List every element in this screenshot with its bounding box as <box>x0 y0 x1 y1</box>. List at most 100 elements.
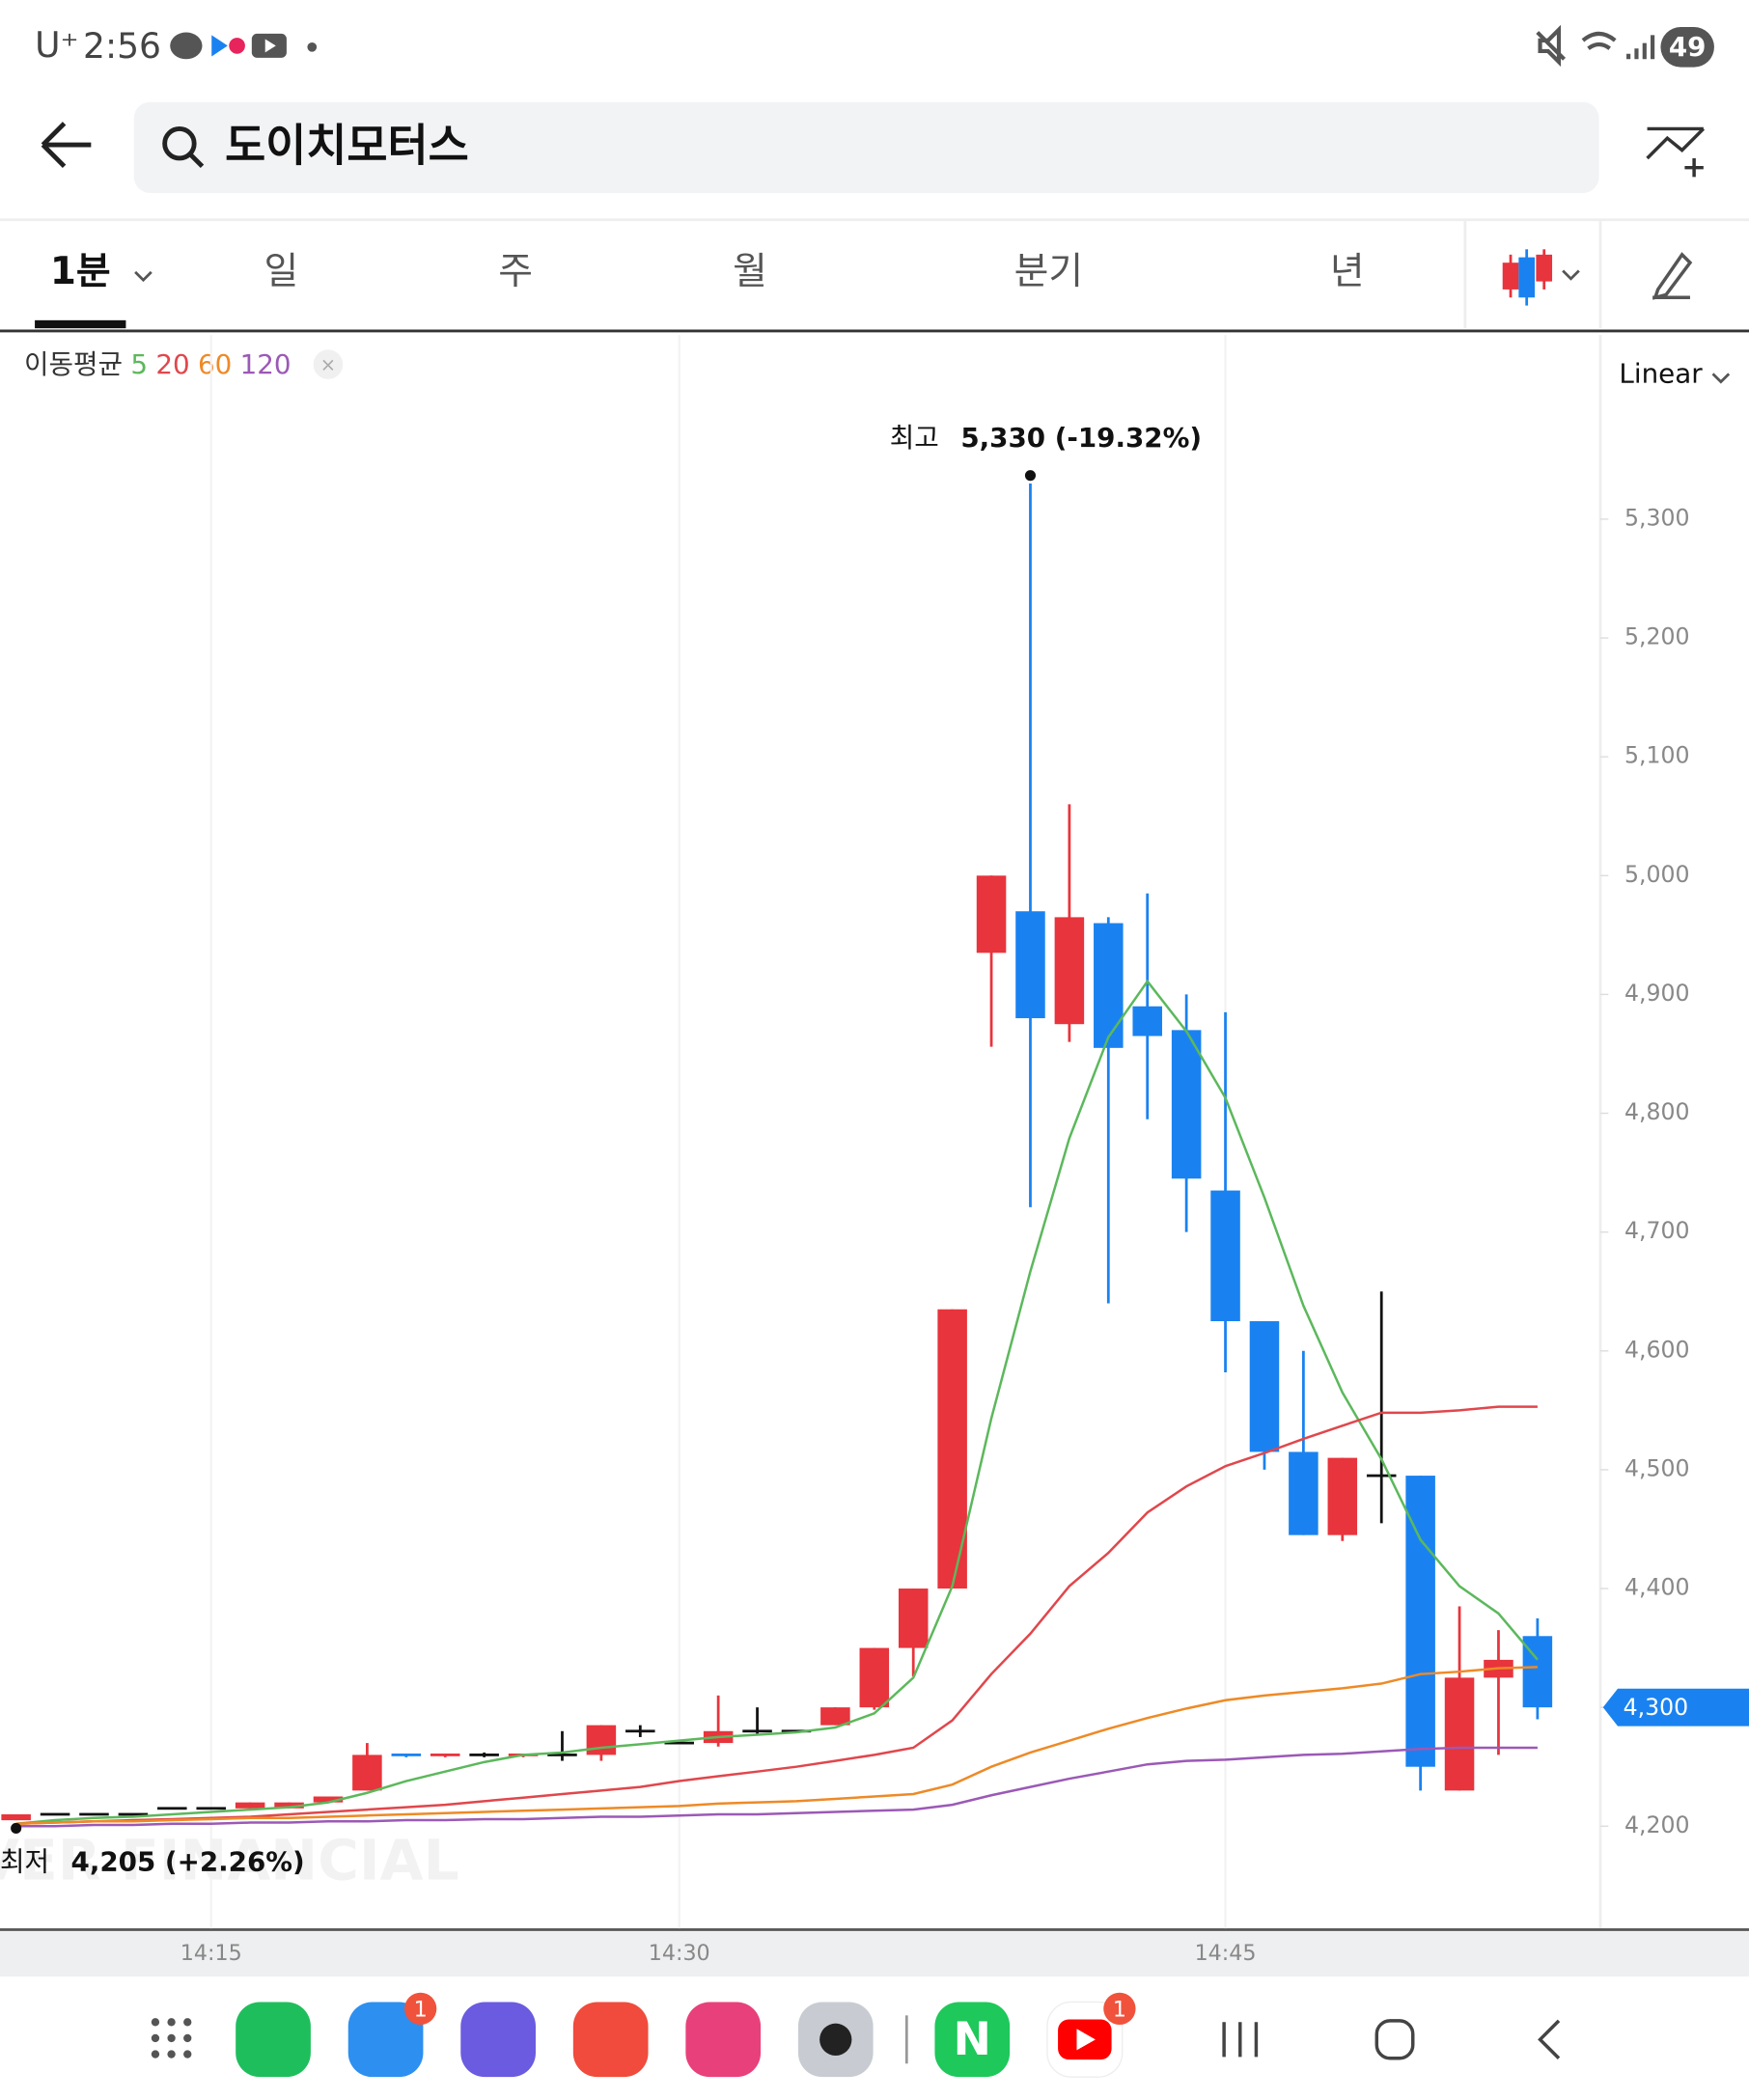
scale-mode-chevron <box>1711 373 1731 384</box>
candle-body <box>1094 923 1124 1048</box>
tab[interactable]: 분기 <box>1014 250 1083 293</box>
y-tick-label: 4,900 <box>1624 980 1690 1007</box>
candle-body <box>469 1754 499 1756</box>
legend-entry: 5 <box>130 348 148 380</box>
candle-body <box>157 1807 187 1810</box>
candle-body <box>40 1812 70 1816</box>
app-drawer[interactable] <box>151 2018 192 2059</box>
candle-body <box>625 1729 655 1733</box>
tab-underline <box>35 319 126 329</box>
y-tick-label: 5,100 <box>1624 742 1690 769</box>
y-tick-label: 5,000 <box>1624 861 1690 888</box>
ma-close-button[interactable] <box>313 349 344 379</box>
y-tick-label: 4,200 <box>1624 1811 1690 1838</box>
candle-body <box>196 1807 226 1810</box>
candle-body <box>274 1802 304 1809</box>
tab[interactable]: 주 <box>498 250 533 293</box>
tab[interactable]: 월 <box>733 250 767 293</box>
search-icon-handle <box>188 152 205 169</box>
y-tick-label: 5,200 <box>1624 623 1690 650</box>
high-label: 최고 <box>890 422 939 454</box>
tab[interactable]: 1분 <box>50 250 111 293</box>
nav-back-button[interactable] <box>1538 2019 1561 2059</box>
y-tick-label: 4,700 <box>1624 1217 1690 1244</box>
tab-chevron <box>134 270 153 283</box>
clock: 2:56 <box>83 26 161 67</box>
messages-app[interactable] <box>347 2002 424 2078</box>
candle-body <box>1 1813 31 1821</box>
draw-button[interactable] <box>1652 252 1693 300</box>
ma-legend: 이동평균 5 20 60 120 <box>24 348 292 380</box>
phone-app[interactable] <box>236 2002 311 2078</box>
candle-body <box>1015 911 1045 1019</box>
legend-entry: 20 <box>155 348 189 380</box>
dock: N 1 1 <box>151 1992 1561 2078</box>
badge-count: 1 <box>414 1997 428 2022</box>
y-tick-label: 4,600 <box>1624 1336 1690 1363</box>
x-tick-label: 14:45 <box>1195 1941 1257 1966</box>
tab-bar: 1분 일 주 월 분기 년 <box>35 250 1365 329</box>
system-icons <box>1536 24 1655 68</box>
battery-level: 49 <box>1669 31 1707 63</box>
notification-icons <box>170 32 318 60</box>
legend-entry: 60 <box>198 348 232 380</box>
candle-body <box>820 1707 850 1726</box>
candle-body <box>1405 1476 1435 1767</box>
ma-legend-label: 이동평균 <box>24 348 123 380</box>
chart-type-button[interactable] <box>1502 249 1580 306</box>
notes-app[interactable] <box>572 2002 649 2078</box>
low-label: 최저 <box>0 1846 49 1878</box>
candle-body <box>547 1754 577 1756</box>
badge <box>1103 1992 1136 2026</box>
compare-button[interactable] <box>1646 126 1706 178</box>
back-button[interactable] <box>41 122 92 169</box>
tab[interactable]: 일 <box>264 250 298 293</box>
scale-mode[interactable]: Linear <box>1619 358 1703 390</box>
candle-body <box>898 1589 929 1648</box>
legend-entry: 120 <box>240 348 292 380</box>
recents-button[interactable] <box>1222 2022 1259 2058</box>
internet-app[interactable] <box>460 2002 536 2078</box>
candle-body <box>976 875 1007 953</box>
candle-body <box>1289 1451 1319 1535</box>
candle-body <box>79 1812 109 1816</box>
low-marker <box>11 1822 22 1834</box>
gallery-app[interactable] <box>685 2002 762 2078</box>
candle-body <box>1366 1474 1397 1478</box>
candle-body <box>859 1647 890 1708</box>
youtube-play <box>1076 2029 1096 2051</box>
naver-icon: N <box>954 2013 991 2066</box>
y-tick-label: 4,500 <box>1624 1454 1690 1481</box>
watermark: NAVER FINANCIAL <box>0 1828 459 1893</box>
badge <box>404 1992 437 2026</box>
x-axis-band <box>0 1930 1749 1977</box>
candle-body <box>1249 1321 1280 1452</box>
candle-body <box>781 1729 812 1733</box>
candle-body <box>235 1802 265 1809</box>
search-icon <box>162 126 197 161</box>
candle-body <box>118 1812 149 1816</box>
search-text[interactable]: 도이치모터스 <box>225 121 469 172</box>
high-marker <box>1024 470 1037 482</box>
high-value: 5,330 (-19.32%) <box>960 422 1202 454</box>
y-tick-label: 5,300 <box>1624 504 1690 531</box>
carrier: U⁺ <box>35 25 78 66</box>
camera-lens <box>819 2023 852 2056</box>
search-box[interactable] <box>133 101 1599 194</box>
candle-body <box>1327 1457 1358 1535</box>
ma-line <box>15 979 1539 1826</box>
tab[interactable]: 년 <box>1330 250 1365 293</box>
low-value: 4,205 (+2.26%) <box>71 1846 305 1878</box>
y-tick-label: 4,400 <box>1624 1574 1690 1601</box>
candle-body <box>430 1754 460 1756</box>
home-button[interactable] <box>1374 2019 1415 2060</box>
candle-body <box>313 1796 344 1803</box>
y-tick-label: 4,800 <box>1624 1098 1690 1125</box>
candle-body <box>1444 1677 1475 1791</box>
battery <box>1660 26 1714 68</box>
naver-app[interactable] <box>934 2002 1011 2078</box>
current-price-tag <box>1602 1688 1749 1727</box>
candle-body <box>1054 917 1085 1025</box>
